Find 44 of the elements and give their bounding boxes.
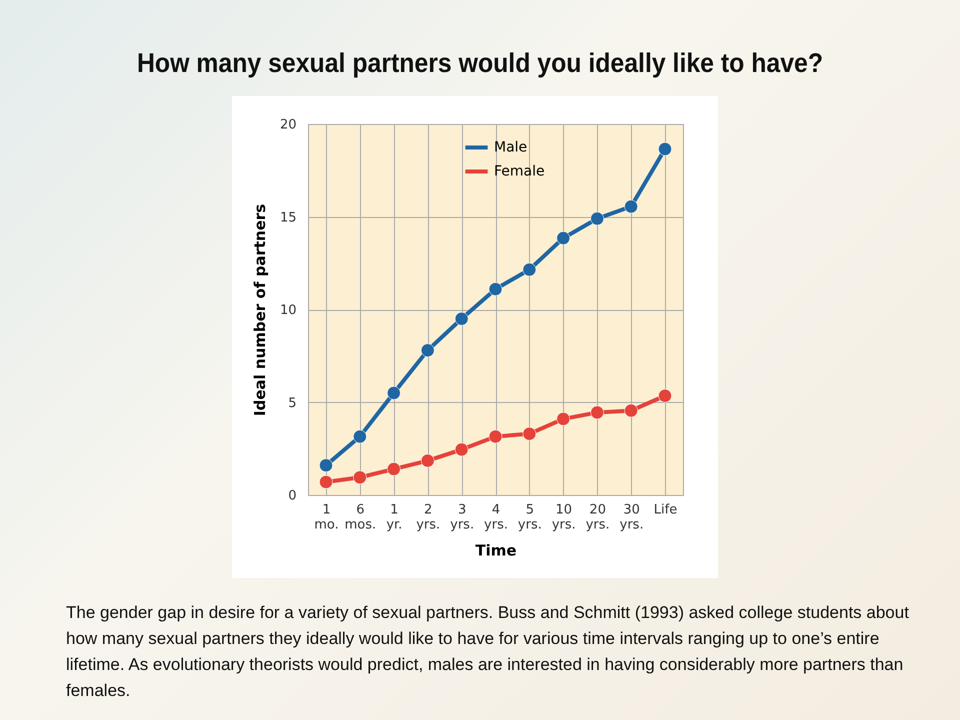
point — [420, 454, 434, 468]
point — [556, 412, 570, 426]
point — [624, 404, 638, 418]
x-tick-label: 20 yrs. — [586, 502, 610, 532]
y-tick-label: 20 — [280, 118, 296, 132]
point — [353, 470, 367, 484]
point — [387, 462, 401, 476]
point — [590, 406, 604, 420]
point — [590, 212, 604, 226]
point — [658, 142, 672, 156]
x-tick-label: 2 yrs. — [416, 502, 440, 532]
x-tick-label: 10 yrs. — [552, 502, 576, 532]
chart-title: How many sexual partners would you ideally like to have? — [136, 48, 824, 79]
x-tick-label: Life — [654, 502, 678, 518]
y-tick-label: 10 — [280, 303, 296, 318]
x-axis-title: Time — [475, 542, 517, 560]
point — [319, 475, 333, 489]
x-tick-label: 6 mos. — [344, 502, 376, 532]
point — [454, 312, 468, 326]
point — [387, 386, 401, 400]
point — [353, 430, 367, 444]
point — [522, 427, 536, 441]
legend-label: Female — [494, 164, 545, 180]
point — [488, 430, 502, 444]
y-tick-label: 15 — [280, 210, 296, 226]
y-tick-label: 0 — [288, 488, 296, 504]
x-tick-label: 4 yrs. — [484, 502, 508, 532]
point — [658, 389, 672, 403]
y-tick-label: 5 — [288, 396, 296, 411]
x-tick-label: 30 yrs. — [620, 502, 644, 532]
text: The gender gap in desire for a variety of sexual partners. Buss and Schmitt (1993) asked college students about how many sexual partners they ideally would like to have for various time intervals ranging up to one’s entire lifetime. As evolutionary theorists would predict, males are interested in having considerably more partners than females. — [66, 602, 910, 702]
x-tick-label: 5 yrs. — [518, 502, 542, 532]
x-tick-label: 1 mo. — [314, 502, 339, 532]
y-axis-title: Ideal number of partners — [250, 204, 269, 416]
point — [624, 200, 638, 214]
point — [454, 442, 468, 456]
point — [522, 262, 536, 276]
point — [420, 344, 434, 358]
x-tick-label: 1 yr. — [386, 502, 402, 532]
point — [556, 231, 570, 245]
x-tick-label: 3 yrs. — [450, 502, 474, 532]
legend-label: Male — [494, 140, 528, 156]
point — [488, 282, 502, 296]
point — [319, 458, 333, 472]
